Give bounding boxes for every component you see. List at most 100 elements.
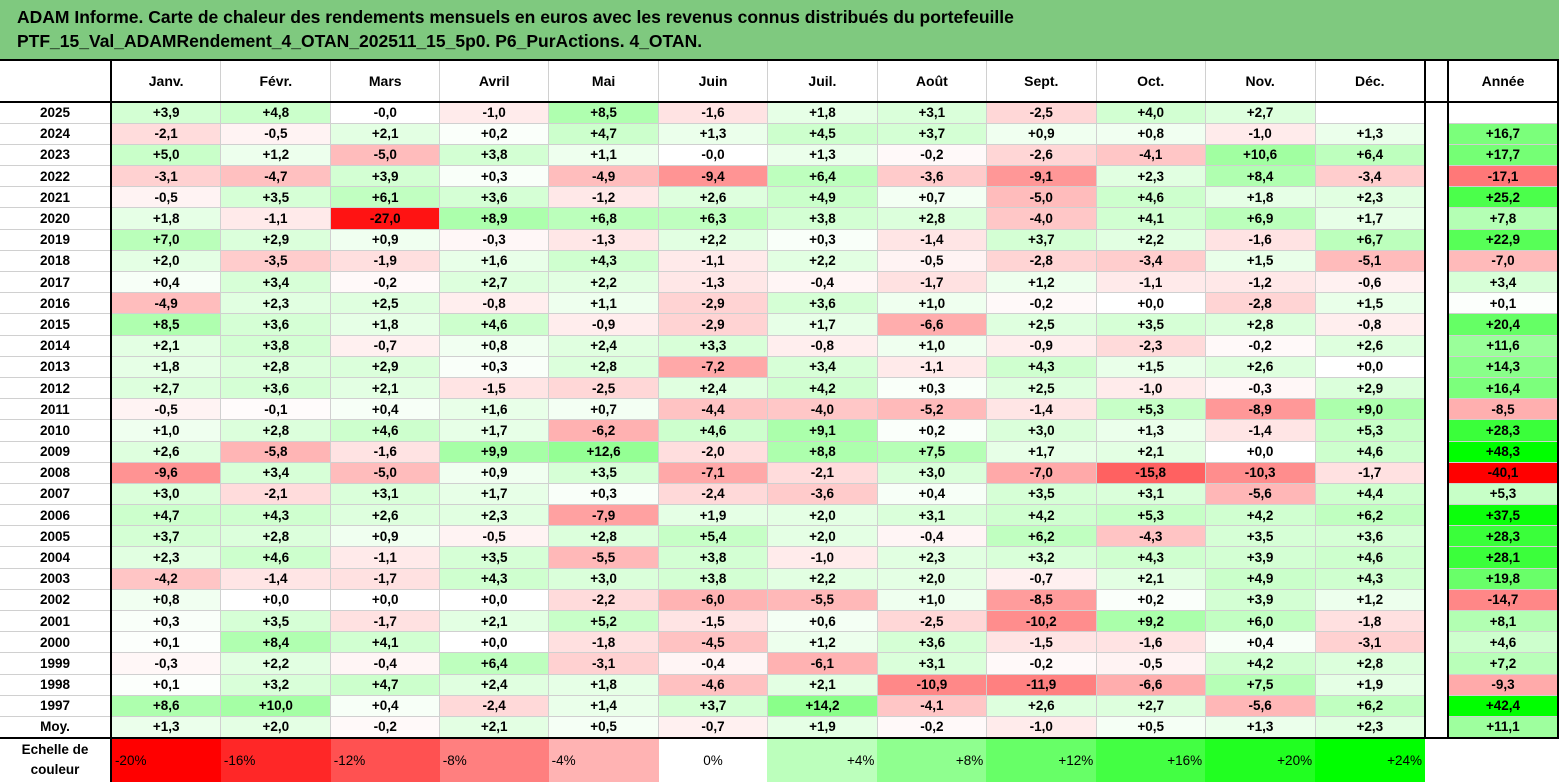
heatmap-cell: +0,3 [876,376,987,400]
heatmap-cell: +5,3 [1095,504,1206,527]
heatmap-cell: +1,1 [548,292,660,315]
heatmap-cell: +2,9 [330,355,441,378]
average-cell: +2,0 [220,715,332,739]
heatmap-cell: +2,6 [1204,355,1316,378]
heatmap-cell: +5,3 [1314,419,1426,442]
heatmap-cell: +5,2 [548,609,660,633]
color-scale-swatch: -16% [220,737,331,782]
heatmap-cell: +9,1 [766,419,878,442]
heatmap-cell: -5,8 [220,440,332,463]
average-label: Moy. [0,715,112,739]
heatmap-cell: +4,6 [1095,186,1206,209]
color-scale-swatch: -20% [110,737,221,782]
heatmap-cell: +4,3 [220,504,332,527]
annual-cell: +48,3 [1446,440,1559,463]
heatmap-cell: -1,3 [658,270,768,294]
heatmap-cell: +1,9 [1314,673,1426,696]
heatmap-cell: +4,1 [330,631,441,654]
heatmap-cell: -5,5 [548,546,660,569]
heatmap-cell: +4,8 [220,101,332,124]
heatmap-cell: -0,5 [1095,652,1206,675]
average-cell: +0,5 [548,715,660,739]
year-label: 2024 [0,122,112,145]
year-label: 2015 [0,313,112,336]
column-gap [1425,165,1448,187]
heatmap-cell: +3,4 [220,270,332,294]
title-line-2: PTF_15_Val_ADAMRendement_4_OTAN_202511_1… [17,31,703,51]
heatmap-cell: -1,7 [330,609,441,633]
column-gap [1425,229,1448,251]
heatmap-cell: -10,3 [1204,461,1316,484]
year-label: 2020 [0,207,112,230]
year-row: 2003 -4,2 -1,4 -1,7 +4,3 +3,0 +3,8 +2,2 +2,0 -0,7… [0,567,1559,590]
heatmap-cell: -5,1 [1314,249,1426,273]
month-header: Juil. [766,59,878,103]
heatmap-cell: -1,1 [1095,270,1206,294]
heatmap-cell: +2,1 [1095,567,1206,590]
heatmap-cell: -1,9 [330,249,441,273]
year-row: 2017 +0,4 +3,4 -0,2 +2,7 +2,2 -1,3 -0,4 -1,7 +1,2… [0,270,1559,294]
column-gap [1425,525,1448,547]
heatmap-cell: +0,0 [330,588,441,612]
header-corner [0,59,112,103]
heatmap-cell: -0,9 [985,334,1097,357]
heatmap-cell: +9,0 [1314,398,1426,421]
heatmap-cell: +2,6 [985,694,1097,717]
heatmap-cell: -0,0 [658,143,768,167]
year-row: 2005 +3,7 +2,8 +0,9 -0,5 +2,8 +5,4 +2,0 -0,4 +6,2… [0,525,1559,548]
heatmap-cell: +14,2 [766,694,878,717]
heatmap-cell: +1,7 [985,440,1097,463]
year-row: 2010 +1,0 +2,8 +4,6 +1,7 -6,2 +4,6 +9,1 +0,2 +3,0… [0,419,1559,442]
heatmap-cell: -1,0 [766,546,878,569]
annual-cell: -17,1 [1446,165,1559,188]
heatmap-cell: -8,5 [985,588,1097,612]
color-scale-label-line-1: Echelle de [21,742,89,758]
heatmap-cell: +0,0 [220,588,332,612]
heatmap-cell: -6,6 [876,313,987,336]
heatmap-cell: +3,6 [439,186,550,209]
annual-cell: -14,7 [1446,588,1559,612]
heatmap-cell: -4,9 [109,292,222,315]
average-cell: +0,5 [1095,715,1206,739]
heatmap-cell: -7,0 [985,461,1097,484]
heatmap-cell: -0,4 [658,652,768,675]
heatmap-cell: -4,0 [766,398,878,421]
heatmap-cell: +1,3 [658,122,768,145]
heatmap-cell: +1,4 [548,694,660,717]
year-row: 2006 +4,7 +4,3 +2,6 +2,3 -7,9 +1,9 +2,0 +3,1 +4,2… [0,504,1559,527]
heatmap-cell: +0,4 [330,694,441,717]
heatmap-cell: +3,7 [109,525,222,548]
heatmap-cell: -0,3 [439,228,550,251]
title-line-1: ADAM Informe. Carte de chaleur des rende… [17,7,1014,27]
year-row: 2022 -3,1 -4,7 +3,9 +0,3 -4,9 -9,4 +6,4 -3,6 -9,1… [0,165,1559,188]
year-label: 2004 [0,546,112,569]
year-row: 2013 +1,8 +2,8 +2,9 +0,3 +2,8 -7,2 +3,4 -1,1 +4,3… [0,355,1559,378]
heatmap-cell: -1,1 [220,207,332,230]
color-scale-swatch: +12% [986,737,1097,782]
heatmap-cell: +0,8 [109,588,222,612]
annual-cell [1446,101,1559,124]
heatmap-cell: +3,8 [658,546,768,569]
column-gap [1425,568,1448,590]
heatmap-cell: +6,8 [548,207,660,230]
heatmap-cell: -1,6 [330,440,441,463]
heatmap-cell: -5,6 [1204,694,1316,717]
heatmap-cell: +7,0 [109,228,222,251]
heatmap-cell: -3,1 [109,165,222,188]
heatmap-cell: +3,5 [985,482,1097,506]
color-scale-swatch: +16% [1096,737,1206,782]
color-scale-swatch: +20% [1205,737,1316,782]
heatmap-cell: +3,0 [985,419,1097,442]
heatmap-cell: -0,0 [330,101,441,124]
average-cell: -0,2 [330,715,441,739]
heatmap-cell: +3,6 [220,376,332,400]
annual-cell: +5,3 [1446,482,1559,506]
heatmap-cell: +6,9 [1204,207,1316,230]
heatmap-cell: +3,1 [876,652,987,675]
heatmap-cell: +3,8 [766,207,878,230]
year-label: 2009 [0,440,112,463]
heatmap-cell: +8,4 [220,631,332,654]
average-row: Moy. +1,3 +2,0 -0,2 +2,1 +0,5 -0,7 +1,9 -0,2 -1,0… [0,715,1559,739]
heatmap-cell: -0,9 [548,313,660,336]
heatmap-cell: +0,1 [109,631,222,654]
